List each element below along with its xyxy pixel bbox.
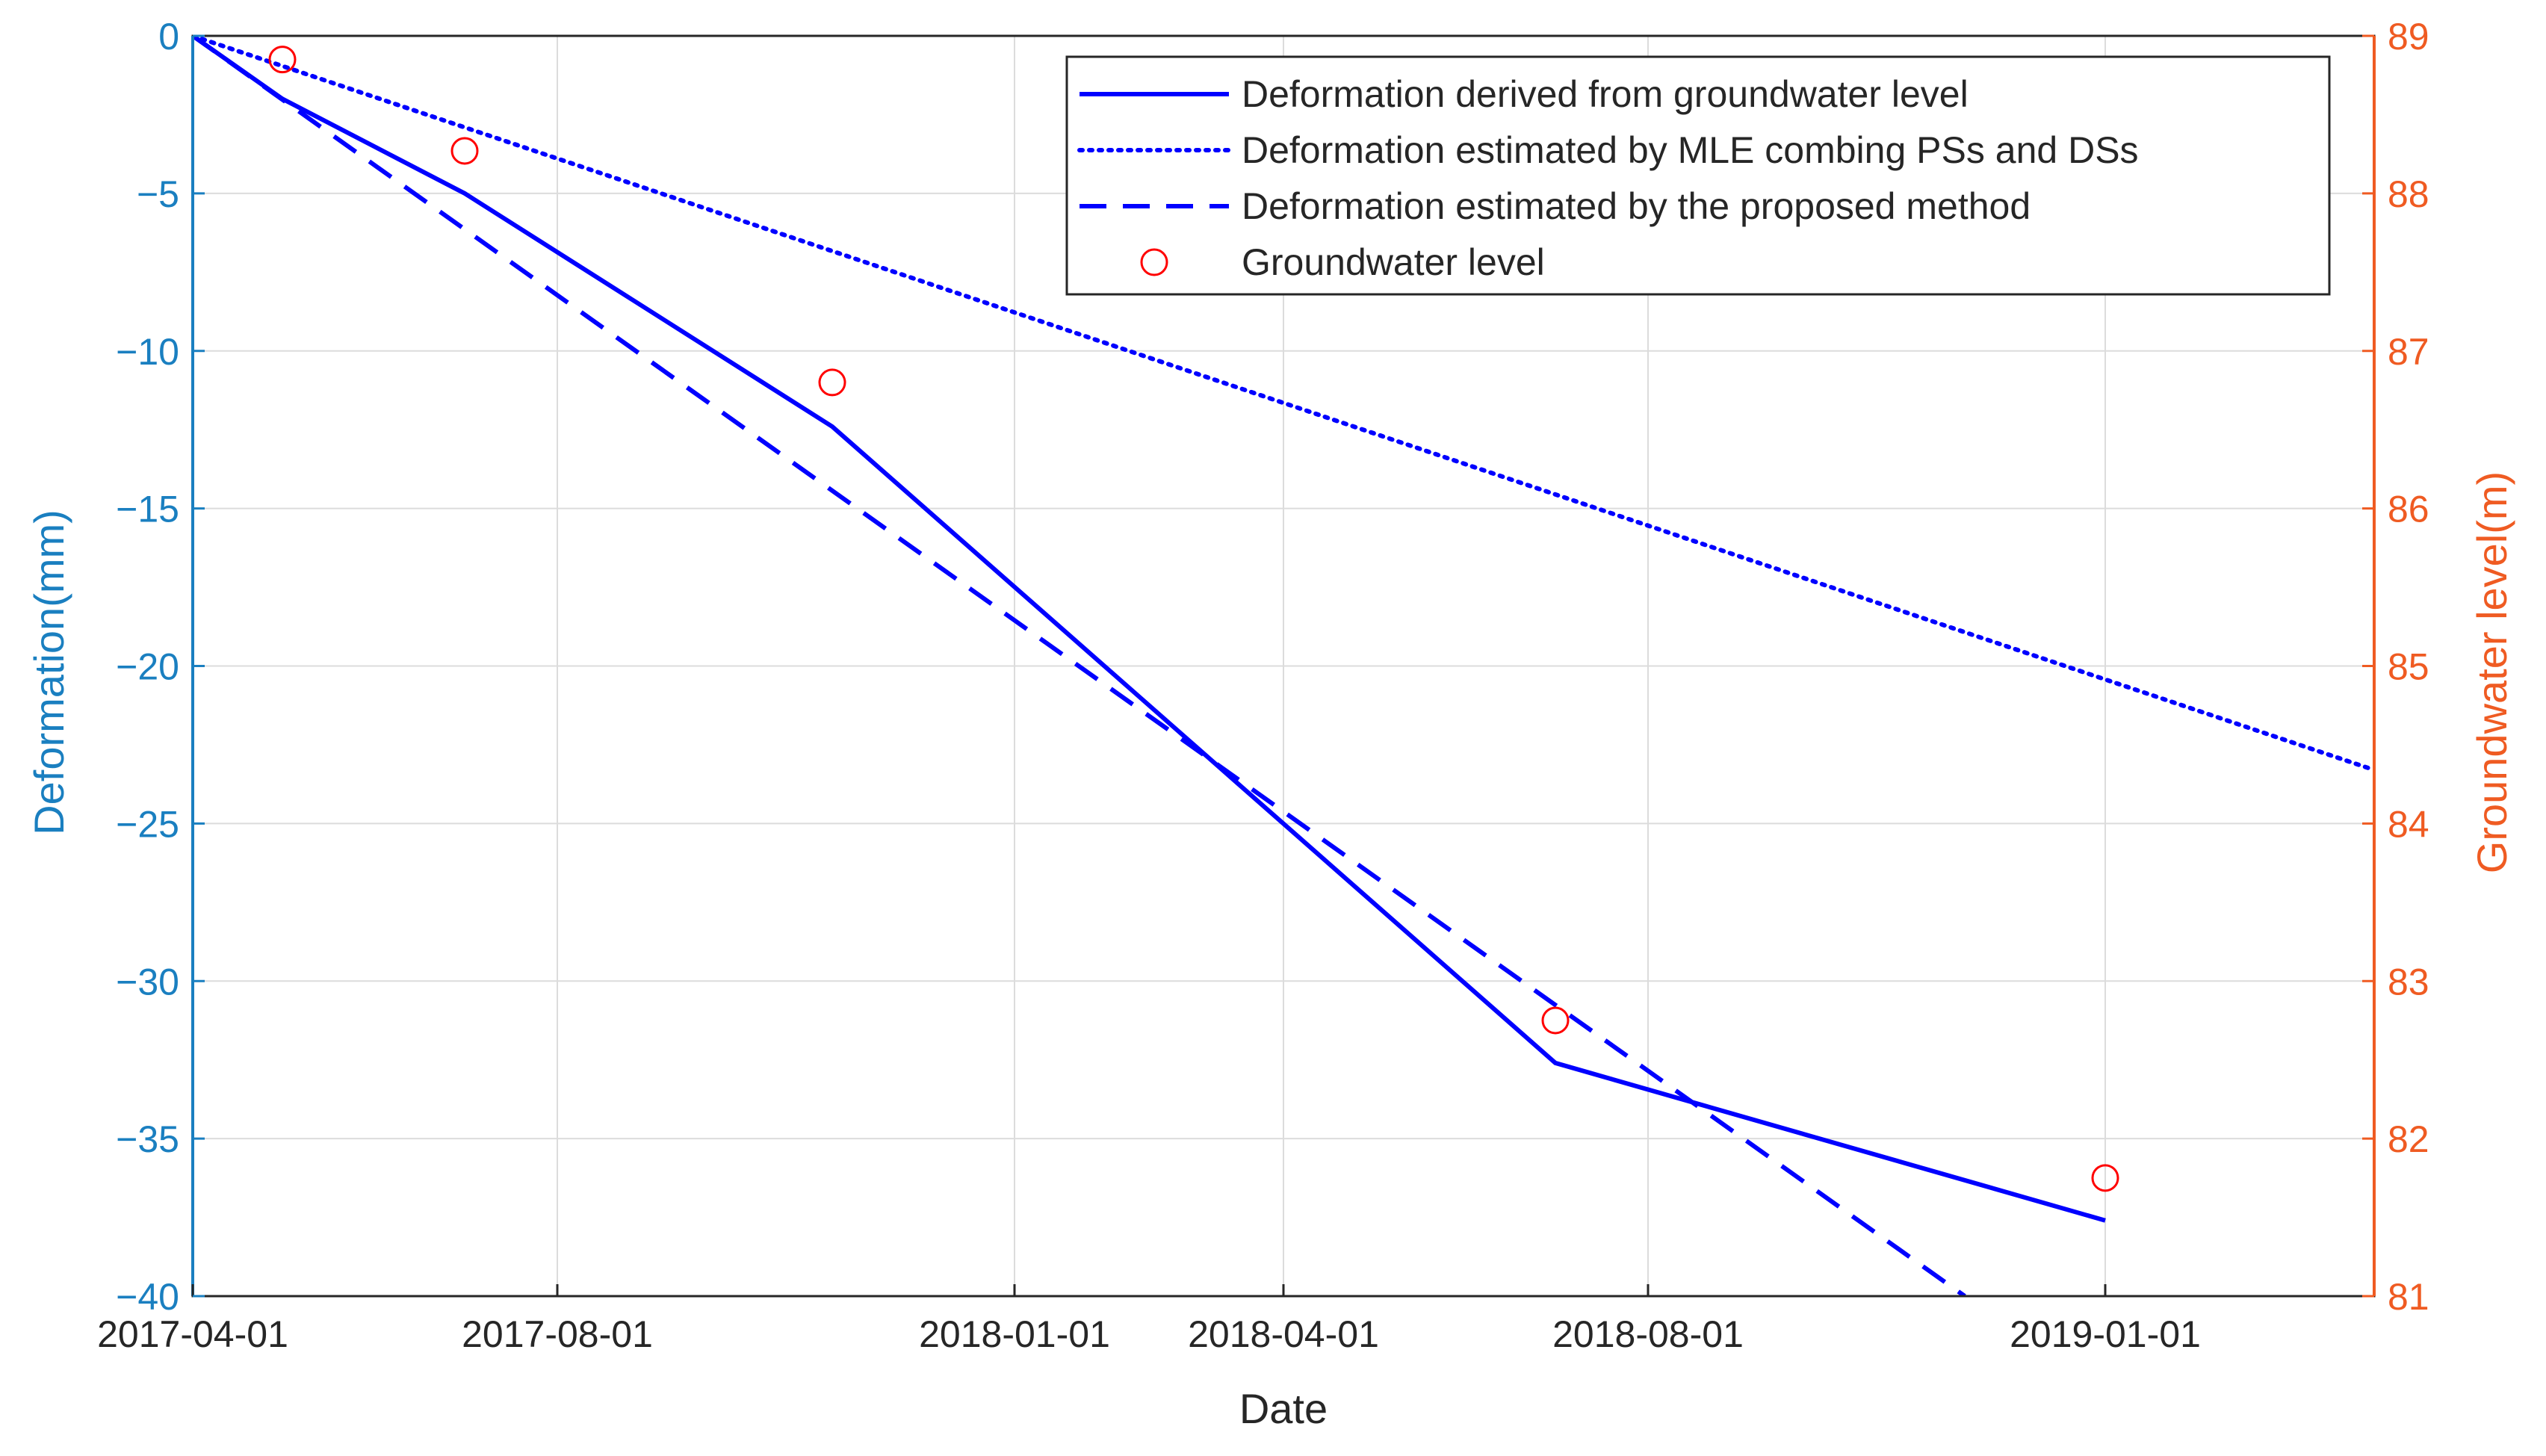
legend: Deformation derived from groundwater lev… xyxy=(1065,55,2331,296)
left-y-tick-label: −5 xyxy=(137,173,179,215)
groundwater-level-marker xyxy=(2091,1164,2119,1192)
left-y-axis-label: Deformation(mm) xyxy=(25,509,72,835)
series-layer xyxy=(193,36,2374,1296)
legend-entry-label: Deformation estimated by the proposed me… xyxy=(1242,185,2031,227)
left-y-tick-label: −25 xyxy=(116,803,179,845)
groundwater-level-marker xyxy=(1541,1006,1570,1035)
right-y-tick-label: 87 xyxy=(2388,331,2429,373)
ticks-layer: 2017-04-01 2017-08-01 2018-01-01 2018-04-01… xyxy=(97,16,2429,1355)
right-y-tick-label: 85 xyxy=(2388,646,2429,688)
right-y-tick-label: 83 xyxy=(2388,961,2429,1003)
legend-entry-label: Deformation estimated by MLE combing PSs… xyxy=(1242,129,2139,171)
legend-marker xyxy=(1140,248,1168,276)
left-y-tick-label: −40 xyxy=(116,1276,179,1318)
legend-box xyxy=(1065,55,2331,296)
left-y-tick-label: −10 xyxy=(116,331,179,373)
series-line-2 xyxy=(193,36,2374,772)
right-y-axis-label: Groundwater level(m) xyxy=(2468,471,2515,873)
groundwater-level-marker xyxy=(450,137,479,165)
legend-entry-label: Groundwater level xyxy=(1242,241,1545,283)
groundwater-level-marker xyxy=(818,368,846,397)
left-y-tick-label: −35 xyxy=(116,1118,179,1160)
right-y-tick-label: 86 xyxy=(2388,489,2429,530)
x-tick-label: 2019-01-01 xyxy=(2010,1313,2201,1355)
x-axis-label: Date xyxy=(1239,1385,1328,1432)
right-y-tick-label: 89 xyxy=(2388,16,2429,58)
right-y-tick-label: 84 xyxy=(2388,803,2429,845)
left-y-tick-label: −20 xyxy=(116,646,179,688)
series-line-3 xyxy=(193,36,1966,1296)
x-tick-label: 2017-04-01 xyxy=(97,1313,288,1355)
left-y-tick-label: −30 xyxy=(116,961,179,1003)
right-y-tick-label: 88 xyxy=(2388,173,2429,215)
right-y-tick-label: 81 xyxy=(2388,1276,2429,1318)
right-y-tick-label: 82 xyxy=(2388,1118,2429,1160)
left-y-tick-label: 0 xyxy=(158,16,179,58)
left-y-tick-label: −15 xyxy=(116,489,179,530)
x-tick-label: 2017-08-01 xyxy=(462,1313,653,1355)
x-tick-label: 2018-08-01 xyxy=(1552,1313,1744,1355)
x-tick-label: 2018-01-01 xyxy=(919,1313,1110,1355)
x-tick-label: 2018-04-01 xyxy=(1188,1313,1379,1355)
groundwater-level-marker xyxy=(268,46,297,74)
legend-entry-label: Deformation derived from groundwater lev… xyxy=(1242,73,1969,115)
